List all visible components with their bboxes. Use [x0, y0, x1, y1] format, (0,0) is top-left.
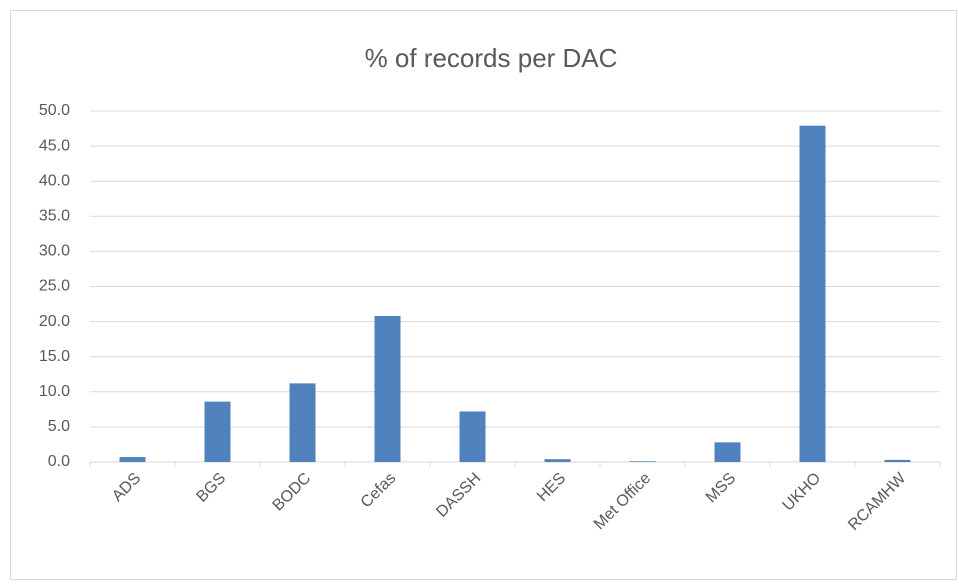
- bar: [459, 411, 486, 462]
- bar: [289, 383, 316, 462]
- y-tick-label: 15.0: [39, 348, 70, 365]
- bar: [884, 459, 911, 462]
- chart-title: % of records per DAC: [365, 43, 618, 73]
- y-tick-label: 40.0: [39, 172, 70, 189]
- y-tick-label: 45.0: [39, 137, 70, 154]
- y-tick-label: 50.0: [39, 102, 70, 119]
- y-tick-label: 20.0: [39, 313, 70, 330]
- bar: [799, 125, 826, 462]
- bar: [629, 461, 656, 462]
- bar: [714, 442, 741, 462]
- bar: [544, 459, 571, 462]
- y-tick-label: 0.0: [48, 453, 70, 470]
- y-tick-label: 5.0: [48, 418, 70, 435]
- bar: [119, 457, 146, 462]
- y-tick-label: 25.0: [39, 278, 70, 295]
- y-tick-label: 30.0: [39, 243, 70, 260]
- bar: [204, 401, 231, 462]
- chart-border: [10, 10, 957, 580]
- y-tick-label: 10.0: [39, 383, 70, 400]
- y-tick-label: 35.0: [39, 208, 70, 225]
- bar: [374, 315, 401, 462]
